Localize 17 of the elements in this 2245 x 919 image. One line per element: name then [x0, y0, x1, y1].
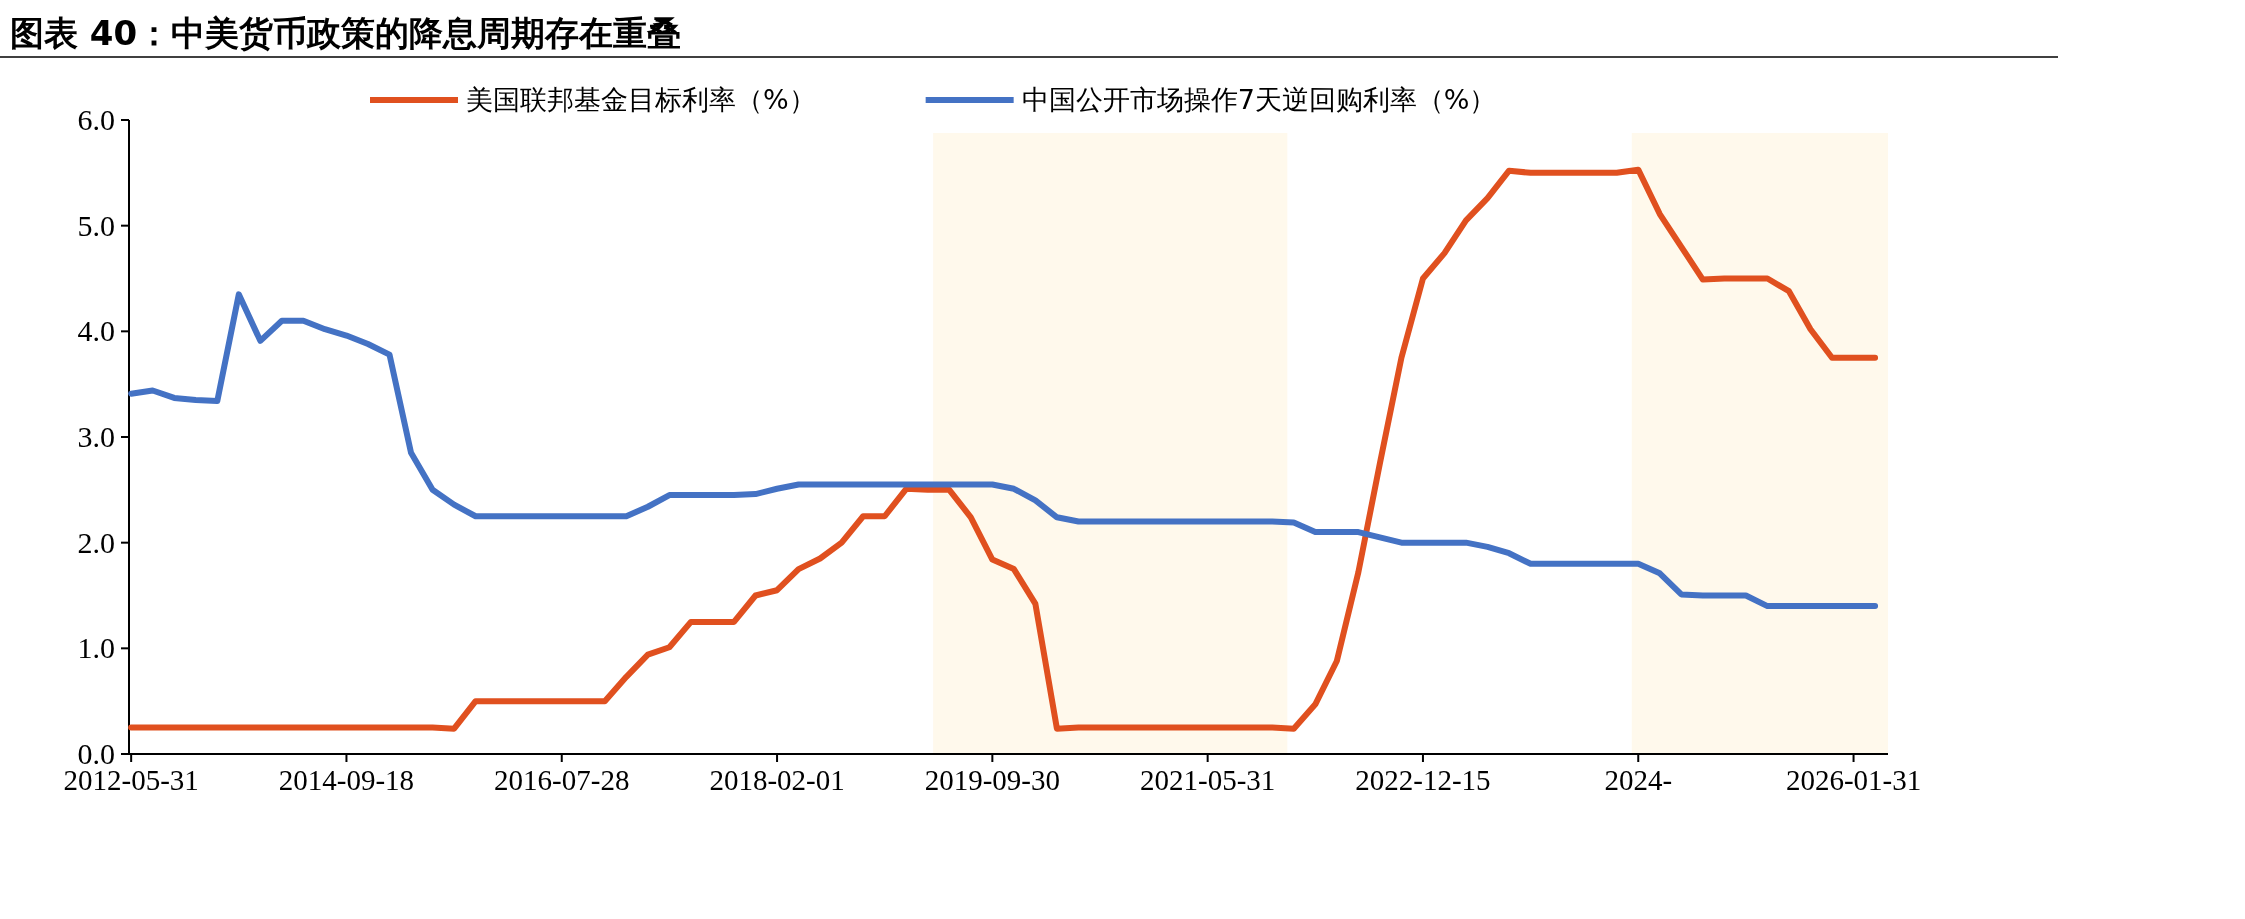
y-tick-label: 6.0: [77, 103, 115, 136]
x-tick-label: 2021-05-31: [1139, 764, 1276, 796]
y-tick-label: 4.0: [77, 314, 115, 348]
legend-label: 中国公开市场操作7天逆回购利率（%）: [1021, 84, 1497, 115]
x-tick-label: 2026-01-31: [1785, 764, 1922, 796]
x-tick-label: 2018-02-01: [709, 764, 845, 796]
y-tick-label: 1.0: [77, 631, 115, 665]
y-tick-label: 2.0: [77, 525, 115, 559]
legend-label: 美国联邦基金目标利率（%）: [466, 84, 816, 115]
x-tick-label: 2016-07-28: [494, 764, 630, 796]
x-tick-label: 2024-: [1604, 764, 1673, 796]
y-tick-label: 5.0: [77, 208, 115, 242]
chart-title: 图表 40：中美货币政策的降息周期存在重叠: [10, 13, 682, 53]
x-tick-label: 2022-12-15: [1355, 764, 1491, 796]
x-tick-label: 2019-09-30: [924, 764, 1061, 796]
y-tick-label: 3.0: [77, 420, 115, 453]
x-tick-label: 2014-09-18: [278, 764, 415, 796]
